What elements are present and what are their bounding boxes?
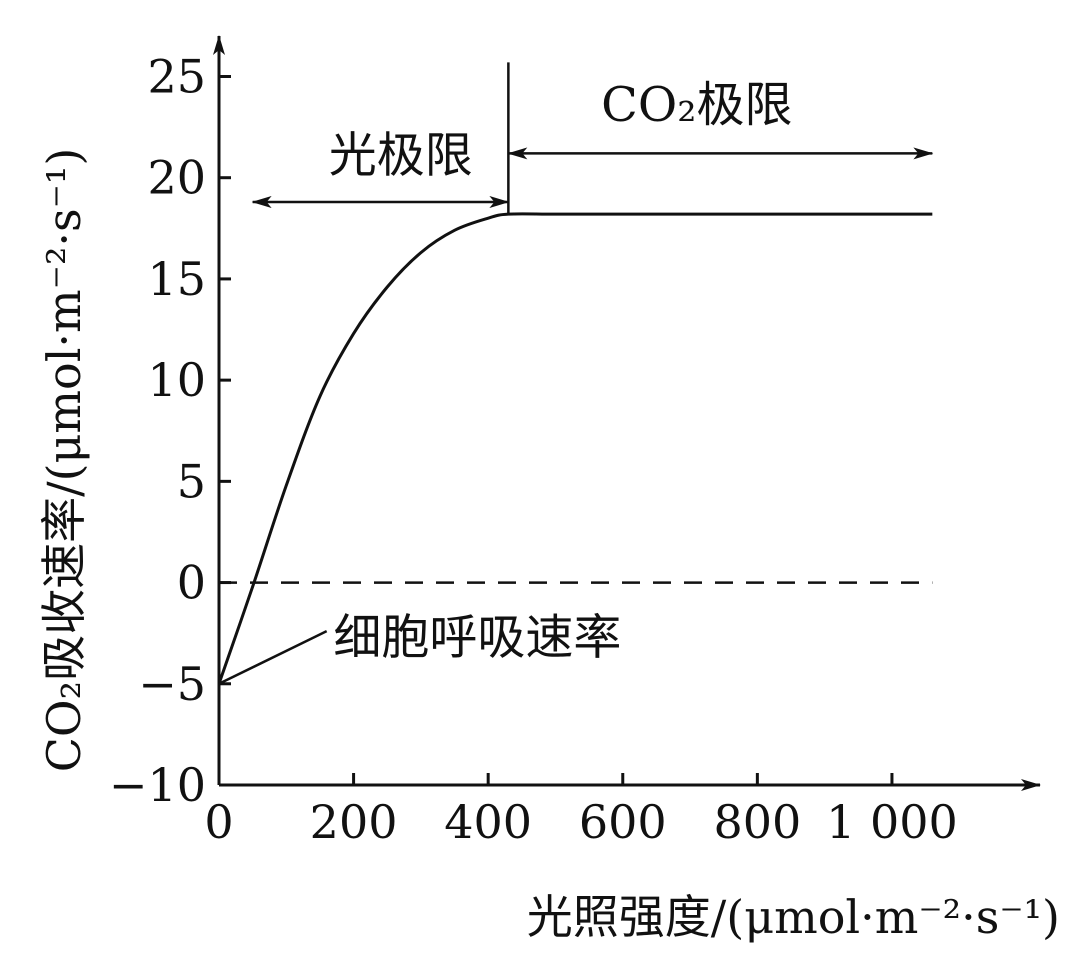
x-tick-label: 600 xyxy=(579,795,667,849)
series xyxy=(217,212,933,685)
y-tick-label: 5 xyxy=(177,454,206,508)
y-tick-label: 20 xyxy=(147,151,206,205)
y-tick-label: 10 xyxy=(147,353,206,407)
y-tick-label: −5 xyxy=(138,657,206,711)
annotation-label-0: 光极限 xyxy=(329,128,473,184)
x-ticks: 0 200 400 600 800 1 000 xyxy=(204,773,958,849)
y-tick-label: 15 xyxy=(147,252,206,306)
x-tick-label: 1 000 xyxy=(826,795,958,849)
y-tick-label: 25 xyxy=(147,49,206,103)
y-tick-label: 0 xyxy=(177,556,206,610)
reference-lines xyxy=(219,62,933,584)
annotation-label-2: 细胞呼吸速率 xyxy=(333,609,621,665)
annotation-label-1: CO₂极限 xyxy=(601,77,792,133)
x-tick-label: 800 xyxy=(713,795,801,849)
co2-uptake-curve xyxy=(217,212,933,685)
x-axis-title: 光照强度/(μmol·m⁻²·s⁻¹) xyxy=(527,890,1060,944)
y-tick-label: −10 xyxy=(109,758,206,812)
annotation-pointer-2 xyxy=(218,630,328,685)
axes xyxy=(213,35,1041,791)
x-tick-label: 0 xyxy=(204,795,233,849)
y-axis-title: CO₂吸收速率/(μmol·m⁻²·s⁻¹) xyxy=(37,148,91,773)
y-ticks: −10 −5 0 5 10 15 20 25 xyxy=(109,49,231,812)
x-tick-label: 200 xyxy=(310,795,398,849)
x-tick-label: 400 xyxy=(444,795,532,849)
